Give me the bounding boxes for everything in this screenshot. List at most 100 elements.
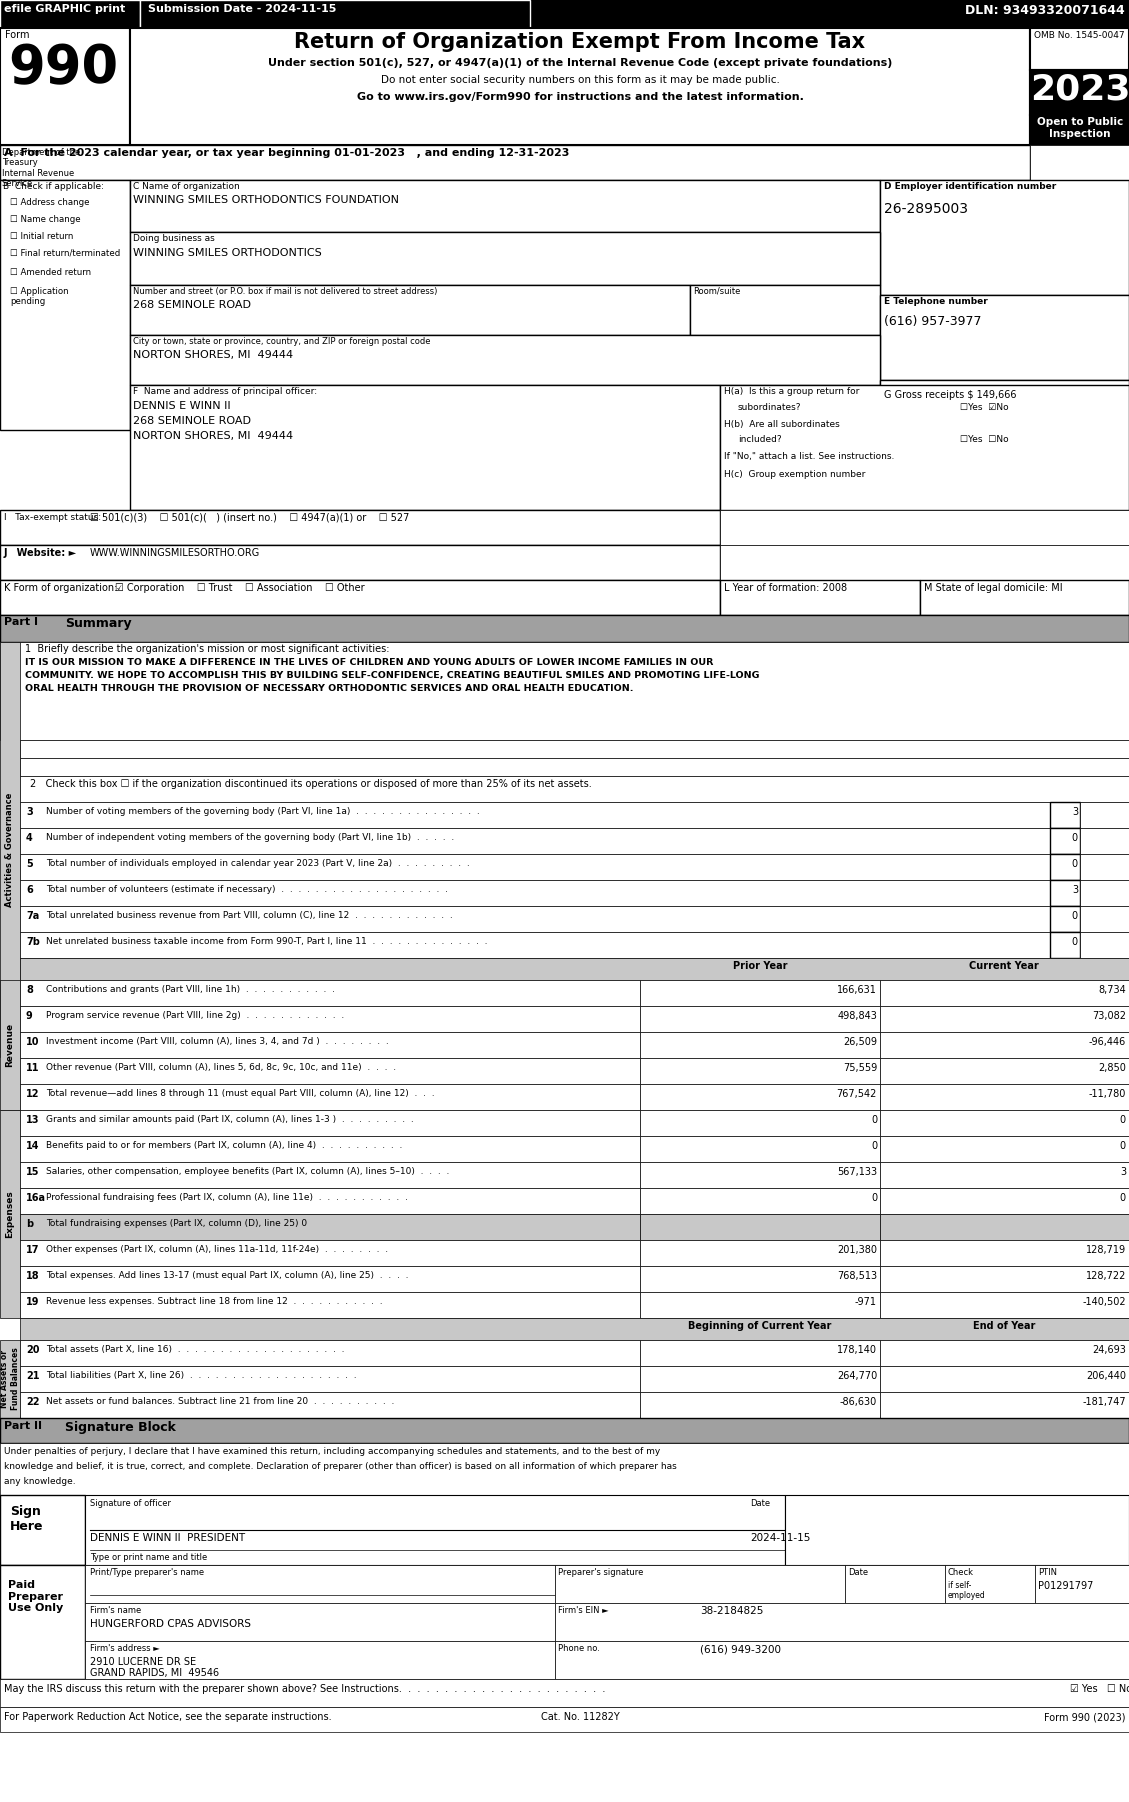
Text: GRAND RAPIDS, MI  49546: GRAND RAPIDS, MI 49546 — [90, 1669, 219, 1678]
Text: 73,082: 73,082 — [1092, 1011, 1126, 1022]
Bar — [0, 510, 720, 544]
Text: Paid
Preparer
Use Only: Paid Preparer Use Only — [8, 1580, 63, 1613]
Text: 268 SEMINOLE ROAD: 268 SEMINOLE ROAD — [133, 299, 251, 310]
Text: Investment income (Part VIII, column (A), lines 3, 4, and 7d )  .  .  .  .  .  .: Investment income (Part VIII, column (A)… — [46, 1036, 388, 1045]
Bar — [0, 1443, 1129, 1496]
Bar — [640, 1391, 879, 1418]
Text: Grants and similar amounts paid (Part IX, column (A), lines 1-3 )  .  .  .  .  .: Grants and similar amounts paid (Part IX… — [46, 1115, 413, 1124]
Text: 178,140: 178,140 — [837, 1344, 877, 1355]
Text: Number of independent voting members of the governing body (Part VI, line 1b)  .: Number of independent voting members of … — [46, 833, 454, 842]
Text: Total number of volunteers (estimate if necessary)  .  .  .  .  .  .  .  .  .  .: Total number of volunteers (estimate if … — [46, 885, 448, 894]
Text: Department of the
Treasury
Internal Revenue
Service: Department of the Treasury Internal Reve… — [2, 148, 80, 187]
Text: ☐ Name change: ☐ Name change — [10, 214, 80, 223]
Text: Under penalties of perjury, I declare that I have examined this return, includin: Under penalties of perjury, I declare th… — [5, 1447, 660, 1456]
Text: End of Year: End of Year — [973, 1321, 1035, 1332]
Bar — [0, 580, 720, 614]
Text: ☑ 501(c)(3)    ☐ 501(c)(   ) (insert no.)    ☐ 4947(a)(1) or    ☐ 527: ☑ 501(c)(3) ☐ 501(c)( ) (insert no.) ☐ 4… — [90, 514, 410, 523]
Text: City or town, state or province, country, and ZIP or foreign postal code: City or town, state or province, country… — [133, 337, 430, 346]
Text: M State of legal domicile: MI: M State of legal domicile: MI — [924, 584, 1062, 593]
Text: Total revenue—add lines 8 through 11 (must equal Part VIII, column (A), line 12): Total revenue—add lines 8 through 11 (mu… — [46, 1088, 435, 1097]
Bar — [20, 802, 1050, 827]
Text: 14: 14 — [26, 1141, 40, 1151]
Text: PTIN: PTIN — [1038, 1568, 1057, 1577]
Text: Total assets (Part X, line 16)  .  .  .  .  .  .  .  .  .  .  .  .  .  .  .  .  : Total assets (Part X, line 16) . . . . .… — [46, 1344, 344, 1353]
Text: 5: 5 — [26, 860, 33, 869]
Text: Part I: Part I — [5, 616, 38, 627]
Text: IT IS OUR MISSION TO MAKE A DIFFERENCE IN THE LIVES OF CHILDREN AND YOUNG ADULTS: IT IS OUR MISSION TO MAKE A DIFFERENCE I… — [25, 658, 714, 667]
Bar — [1030, 115, 1129, 144]
Text: -971: -971 — [855, 1297, 877, 1306]
Bar — [640, 1085, 879, 1110]
Bar — [130, 180, 879, 232]
Text: ☐ Address change: ☐ Address change — [10, 198, 89, 207]
Bar — [0, 1341, 20, 1418]
Text: Beginning of Current Year: Beginning of Current Year — [689, 1321, 832, 1332]
Text: ☐ Initial return: ☐ Initial return — [10, 232, 73, 241]
Bar — [20, 1058, 640, 1085]
Bar — [20, 777, 1129, 802]
Bar — [130, 386, 720, 510]
Text: 0: 0 — [870, 1193, 877, 1204]
Bar — [945, 1564, 1035, 1604]
Text: 264,770: 264,770 — [837, 1371, 877, 1380]
Text: 0: 0 — [1071, 833, 1078, 843]
Bar — [879, 1135, 1129, 1162]
Text: 20: 20 — [26, 1344, 40, 1355]
Bar — [20, 959, 1129, 980]
Text: (616) 957-3977: (616) 957-3977 — [884, 315, 981, 328]
Text: K Form of organization:: K Form of organization: — [5, 584, 117, 593]
Text: -140,502: -140,502 — [1083, 1297, 1126, 1306]
Text: Room/suite: Room/suite — [693, 287, 741, 296]
Text: 2,850: 2,850 — [1099, 1063, 1126, 1072]
Text: Other revenue (Part VIII, column (A), lines 5, 6d, 8c, 9c, 10c, and 11e)  .  .  : Other revenue (Part VIII, column (A), li… — [46, 1063, 396, 1072]
Text: B  Check if applicable:: B Check if applicable: — [3, 182, 104, 191]
Bar — [640, 1341, 879, 1366]
Text: 10: 10 — [26, 1036, 40, 1047]
Text: Submission Date - 2024-11-15: Submission Date - 2024-11-15 — [148, 4, 336, 14]
Bar — [879, 1366, 1129, 1391]
Bar — [130, 232, 879, 285]
Bar — [20, 906, 1050, 932]
Text: Form 990 (2023): Form 990 (2023) — [1043, 1712, 1124, 1723]
Bar — [20, 932, 1050, 959]
Text: 16a: 16a — [26, 1193, 46, 1204]
Text: Revenue: Revenue — [6, 1024, 15, 1067]
Text: Signature Block: Signature Block — [65, 1422, 176, 1434]
Text: 0: 0 — [870, 1115, 877, 1124]
Text: Firm's address ►: Firm's address ► — [90, 1643, 159, 1652]
Bar — [0, 1564, 85, 1679]
Text: A  For the 2023 calendar year, or tax year beginning 01-01-2023   , and ending 1: A For the 2023 calendar year, or tax yea… — [5, 148, 569, 159]
Bar — [920, 580, 1129, 614]
Bar — [85, 1604, 555, 1642]
Text: May the IRS discuss this return with the preparer shown above? See Instructions.: May the IRS discuss this return with the… — [5, 1685, 605, 1694]
Text: WWW.WINNINGSMILESORTHO.ORG: WWW.WINNINGSMILESORTHO.ORG — [90, 548, 261, 559]
Text: Number and street (or P.O. box if mail is not delivered to street address): Number and street (or P.O. box if mail i… — [133, 287, 437, 296]
Text: 2023: 2023 — [1030, 72, 1129, 106]
Text: b: b — [26, 1218, 33, 1229]
Bar — [879, 1162, 1129, 1188]
Bar — [130, 335, 879, 386]
Text: WINNING SMILES ORTHODONTICS: WINNING SMILES ORTHODONTICS — [133, 249, 322, 258]
Bar — [640, 980, 879, 1006]
Text: E Telephone number: E Telephone number — [884, 297, 988, 306]
Bar — [20, 1135, 640, 1162]
Text: L Year of formation: 2008: L Year of formation: 2008 — [724, 584, 847, 593]
Bar — [879, 1058, 1129, 1085]
Text: 1  Briefly describe the organization's mission or most significant activities:: 1 Briefly describe the organization's mi… — [25, 643, 390, 654]
Text: Prior Year: Prior Year — [733, 960, 787, 971]
Bar — [85, 1564, 555, 1604]
Bar — [0, 1706, 1129, 1732]
Text: 11: 11 — [26, 1063, 40, 1072]
Text: Number of voting members of the governing body (Part VI, line 1a)  .  .  .  .  .: Number of voting members of the governin… — [46, 807, 480, 816]
Text: Total expenses. Add lines 13-17 (must equal Part IX, column (A), line 25)  .  . : Total expenses. Add lines 13-17 (must eq… — [46, 1270, 409, 1279]
Text: ☐ Application
pending: ☐ Application pending — [10, 287, 69, 306]
Text: H(c)  Group exemption number: H(c) Group exemption number — [724, 470, 865, 479]
Text: knowledge and belief, it is true, correct, and complete. Declaration of preparer: knowledge and belief, it is true, correc… — [5, 1461, 676, 1470]
Text: DENNIS E WINN II  PRESIDENT: DENNIS E WINN II PRESIDENT — [90, 1534, 245, 1543]
Bar — [879, 1188, 1129, 1215]
Text: 75,559: 75,559 — [842, 1063, 877, 1072]
Text: Sign
Here: Sign Here — [10, 1505, 44, 1534]
Text: Total fundraising expenses (Part IX, column (D), line 25) 0: Total fundraising expenses (Part IX, col… — [46, 1218, 307, 1227]
Text: Check: Check — [948, 1568, 974, 1577]
Bar — [0, 642, 20, 1058]
